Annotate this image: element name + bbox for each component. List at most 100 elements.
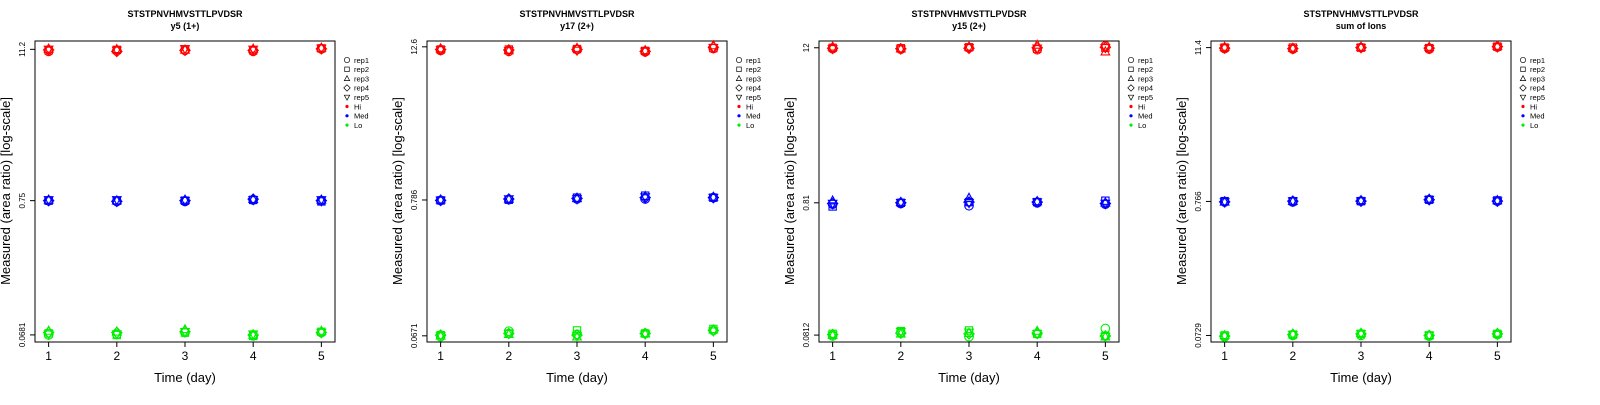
data-point [1492, 197, 1503, 208]
data-point [963, 199, 975, 209]
chart-subtitle: sum of Ions [1336, 21, 1387, 31]
x-tick-label: 1 [45, 349, 52, 363]
x-axis-title: Time (day) [1330, 370, 1392, 385]
data-point [435, 330, 446, 340]
legend-label: Lo [1138, 121, 1146, 130]
legend-label: rep4 [1138, 84, 1153, 93]
data-point [895, 196, 907, 206]
legend-label: Hi [354, 102, 361, 111]
legend-label: Med [354, 112, 369, 121]
data-point [1219, 41, 1230, 51]
legend-marker [343, 56, 351, 64]
data-point [111, 330, 123, 341]
x-tick-label: 2 [897, 349, 904, 363]
legend-marker [1519, 56, 1527, 64]
legend-marker [735, 74, 743, 81]
data-point [1423, 193, 1435, 203]
data-point [1355, 327, 1367, 337]
legend-label: Hi [746, 102, 753, 111]
x-tick-label: 3 [1358, 349, 1365, 363]
data-point [1219, 332, 1230, 343]
chart-panel-4: STSTPNVHMVSTTLPVDSR sum of Ions 1 2 3 4 5 0.072… [1174, 9, 1545, 385]
y-tick-label: 0.75 [18, 192, 27, 208]
legend-marker [343, 84, 351, 92]
x-tick-label: 3 [574, 349, 581, 363]
data-point [1355, 330, 1367, 340]
chart-subtitle: y5 (1+) [171, 21, 200, 31]
data-point [963, 43, 975, 54]
data-point [1031, 330, 1043, 340]
legend-label: rep1 [354, 56, 369, 65]
legend-label: rep5 [354, 93, 369, 102]
data-point [1287, 195, 1299, 205]
legend-label: Hi [1530, 102, 1537, 111]
legend-marker [1127, 74, 1135, 81]
legend-label: rep5 [1530, 93, 1545, 102]
legend-marker [1521, 123, 1525, 127]
legend-label: Lo [746, 121, 754, 130]
legend-label: rep3 [354, 74, 369, 83]
y-tick-label: 0.81 [802, 194, 811, 210]
x-axis-title: Time (day) [154, 370, 216, 385]
y-tick-label: 0.0729 [1194, 323, 1203, 348]
x-tick-label: 5 [318, 349, 325, 363]
legend-marker [343, 94, 351, 101]
data-point [316, 194, 327, 204]
y-tick-label: 0.786 [410, 189, 419, 210]
x-tick-label: 2 [505, 349, 512, 363]
data-point [247, 330, 259, 341]
legend-label: Med [1138, 112, 1153, 121]
data-point [964, 197, 974, 207]
legend-label: Lo [354, 121, 362, 130]
data-point [708, 191, 719, 201]
x-tick-label: 3 [182, 349, 189, 363]
y-tick-label: 12.6 [410, 38, 419, 54]
data-point [1219, 329, 1230, 340]
data-point [827, 44, 838, 55]
data-point [179, 194, 191, 204]
legend-marker [1521, 114, 1525, 118]
x-tick-label: 1 [829, 349, 836, 363]
x-tick-label: 5 [1494, 349, 1501, 363]
legend-label: Med [746, 112, 761, 121]
plot-frame [1210, 40, 1512, 343]
data-point [1355, 194, 1367, 205]
data-point [1287, 42, 1299, 52]
chart-title: STSTPNVHMVSTTLPVDSR [519, 9, 635, 19]
legend-label: rep5 [1138, 93, 1153, 102]
data-point [639, 327, 651, 338]
data-point [43, 196, 54, 206]
data-point [1287, 327, 1299, 338]
legend-marker [343, 74, 351, 81]
data-point [963, 40, 975, 51]
x-tick-label: 5 [1102, 349, 1109, 363]
legend-label: rep4 [746, 84, 761, 93]
legend-label: rep1 [746, 56, 761, 65]
legend-marker [345, 123, 349, 127]
legend-marker [737, 104, 741, 109]
legend-marker [1127, 94, 1135, 101]
data-point [895, 328, 907, 338]
data-point [708, 325, 719, 336]
data-point [43, 194, 54, 204]
data-point [43, 330, 54, 341]
data-point [639, 190, 651, 201]
data-point [1219, 44, 1230, 54]
legend-marker [1521, 104, 1525, 109]
data-point [316, 328, 327, 339]
legend-marker [1520, 66, 1526, 72]
legend-marker [1519, 94, 1527, 101]
y-axis-title: Measured (area ratio) [log-scale] [1174, 97, 1189, 285]
data-point [1493, 329, 1502, 339]
legend-marker [1519, 74, 1527, 81]
data-point [316, 44, 327, 55]
data-point [1100, 196, 1111, 207]
data-point [1219, 196, 1230, 206]
legend-marker [345, 104, 349, 109]
x-tick-label: 2 [1289, 349, 1296, 363]
data-point [1219, 198, 1230, 208]
legend-marker [1129, 104, 1133, 109]
chart-panel-1: STSTPNVHMVSTTLPVDSR y5 (1+) 1 2 3 4 5 0.0681 0.7… [0, 9, 369, 385]
data-point [963, 328, 975, 339]
